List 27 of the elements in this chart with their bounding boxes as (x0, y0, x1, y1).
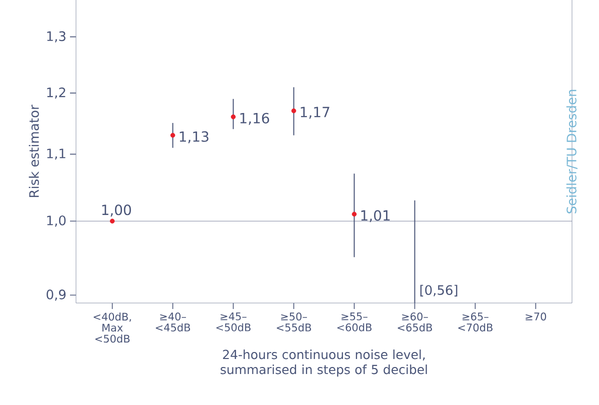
point (291, 108, 296, 114)
data-label: 1,01 (361, 210, 390, 222)
point (352, 212, 357, 217)
point (110, 218, 115, 224)
data-label: 1,00 (102, 204, 131, 217)
annotation: [0,56] (420, 284, 458, 296)
x-tick-label: ≥55–<60dB (337, 312, 372, 332)
x-axis-title: 24-hours continuous noise level, summarised in steps of 5 decibel (220, 350, 427, 377)
x-tick-label: ≥45–<50dB (216, 312, 251, 332)
point (170, 132, 176, 138)
y-tick-label: 1,2 (47, 87, 66, 99)
data-label: 1,16 (240, 112, 270, 125)
x-tick-label: ≥70 (526, 312, 546, 320)
point (230, 114, 236, 120)
x-tick-label: ≥60–<65dB (398, 312, 432, 332)
y-tick-label: 1,1 (47, 148, 66, 160)
y-tick-label: 0,9 (46, 290, 66, 301)
x-tick-label: ≥65–<70dB (458, 312, 492, 332)
annotation: Seidler/TU Dresden (566, 90, 578, 214)
x-tick-label: <40dB, Max <50dB (94, 312, 131, 343)
y-tick-label: 1,3 (47, 31, 66, 42)
data-label: 1,13 (180, 131, 208, 144)
y-axis-title: Risk estimator (28, 104, 39, 198)
data-label: 1,17 (300, 106, 330, 119)
y-tick-label: 1,0 (47, 216, 66, 227)
x-tick-label: ≥50–<55dB (276, 312, 312, 332)
x-tick-label: ≥40–<45dB (156, 312, 190, 332)
